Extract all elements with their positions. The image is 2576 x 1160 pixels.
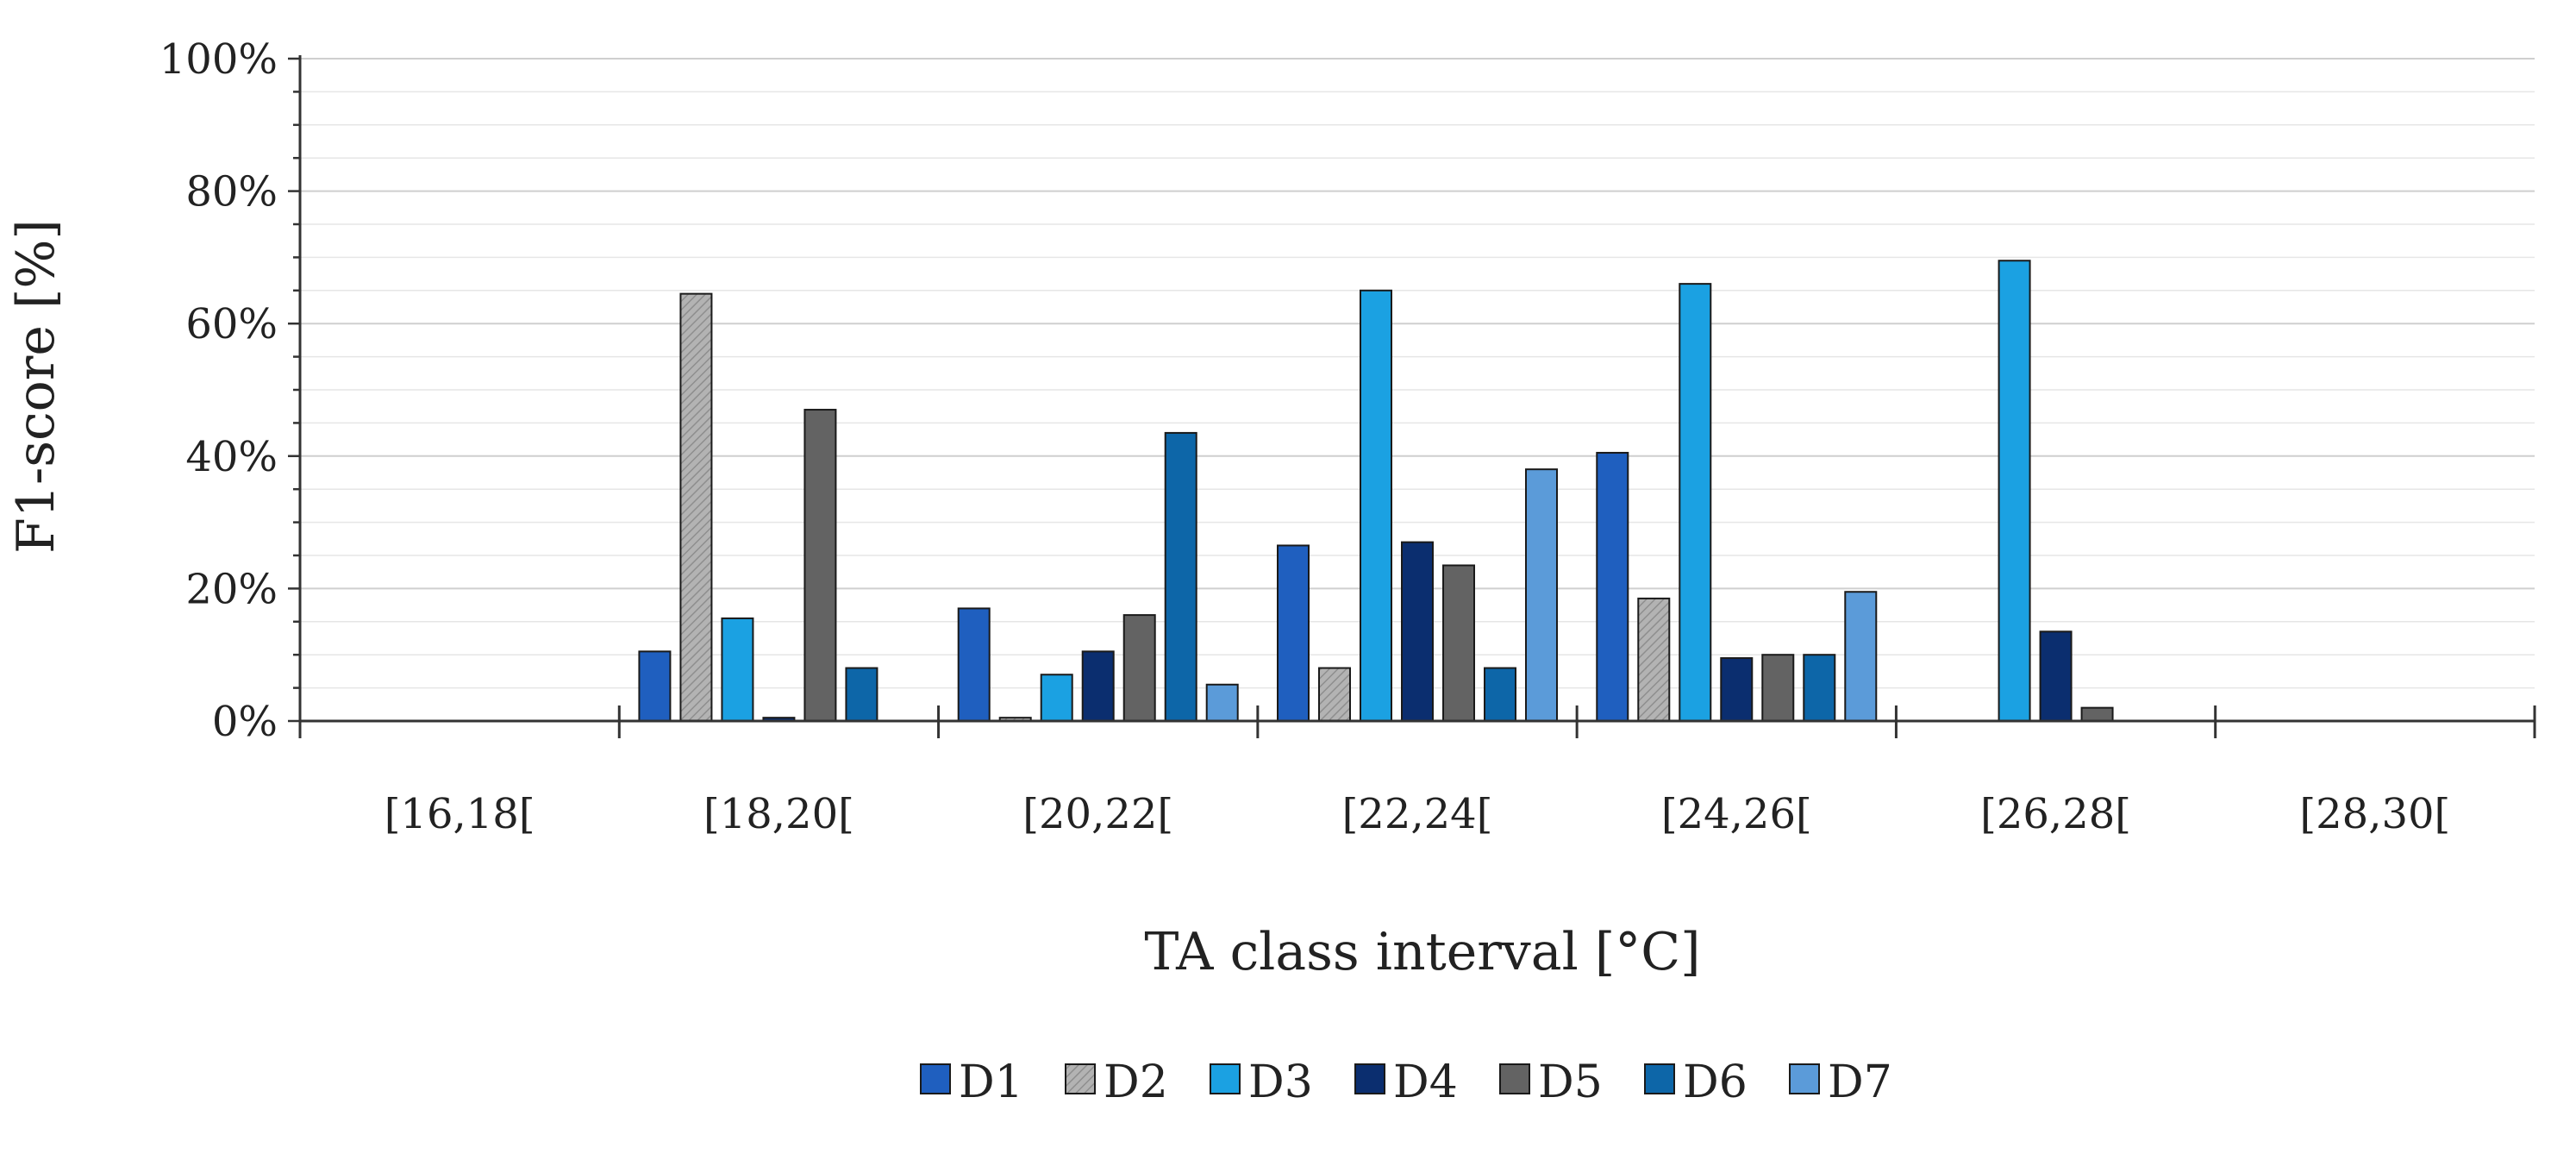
legend-swatch [1065,1063,1096,1094]
x-tick-label: [28,30[ [2299,790,2450,838]
legend-item-d6: D6 [1644,1057,1748,1108]
bar-d5-5 [1761,654,1795,723]
bar-d2-4 [1318,667,1351,722]
y-tick-label: 60% [185,300,278,348]
bar-d4-4 [1401,541,1434,723]
bar-d6-3 [1164,431,1197,722]
bar-d3-2 [721,617,754,723]
legend-label: D6 [1683,1057,1748,1108]
bar-d4-5 [1720,657,1754,722]
legend-label: D2 [1104,1057,1168,1108]
legend-item-d3: D3 [1210,1057,1313,1108]
bar-d6-4 [1484,667,1516,722]
legend-label: D5 [1538,1057,1603,1108]
bar-d4-6 [2039,630,2073,723]
legend-item-d1: D1 [920,1057,1023,1108]
x-tick-label: [26,28[ [1980,790,2131,838]
x-tick-label: [20,22[ [1022,790,1173,838]
legend-swatch [1354,1063,1385,1094]
legend-label: D7 [1828,1057,1892,1108]
x-tick-label: [24,26[ [1661,790,1812,838]
bar-d7-5 [1844,591,1878,722]
bar-d1-2 [638,650,672,722]
bar-d1-4 [1277,544,1310,722]
y-tick-label: 40% [185,433,278,481]
bar-d5-2 [803,409,837,722]
legend-item-d2: D2 [1065,1057,1168,1108]
y-tick-label: 80% [185,168,278,216]
legend-swatch [920,1063,951,1094]
legend-swatch [1499,1063,1530,1094]
bar-d1-5 [1596,451,1629,723]
bar-d6-5 [1803,654,1836,723]
x-tick-label: [18,20[ [703,790,854,838]
y-tick-label: 0% [212,698,278,746]
legend-label: D1 [959,1057,1023,1108]
x-axis-title: TA class interval [°C] [1144,922,1700,982]
bar-d3-5 [1679,283,1712,722]
bars [638,260,2114,723]
tick-labels: 0% 20% 40% 60% 80% 100% [16,18[ [18,20[ [20,22[ [… [159,35,2451,838]
bar-d5-3 [1122,614,1156,722]
x-tick-label: [16,18[ [385,790,535,838]
bar-d3-3 [1040,674,1073,722]
legend-item-d4: D4 [1354,1057,1458,1108]
y-tick-label: 100% [159,35,278,84]
bar-d1-3 [957,607,991,722]
bar-d6-2 [845,667,878,722]
bar-d7-3 [1205,683,1239,723]
legend-swatch [1789,1063,1820,1094]
bar-d5-6 [2080,706,2114,723]
bar-d3-4 [1360,289,1392,722]
bar-d5-4 [1442,564,1475,723]
gridlines [300,58,2535,689]
bar-d2-5 [1637,597,1671,722]
axes [288,55,2536,738]
legend: D1 D2 D3 D4 D5 D6 D7 [920,1057,1892,1108]
legend-swatch [1644,1063,1675,1094]
legend-label: D4 [1393,1057,1458,1108]
y-axis-title: F1-score [%] [6,219,66,554]
legend-item-d5: D5 [1499,1057,1603,1108]
bar-d4-3 [1081,650,1115,722]
bar-d2-2 [679,292,713,722]
legend-swatch [1210,1063,1241,1094]
bar-d3-6 [1998,260,2031,722]
bar-d7-4 [1525,468,1558,722]
x-tick-label: [22,24[ [1342,790,1493,838]
legend-label: D3 [1248,1057,1313,1108]
legend-item-d7: D7 [1789,1057,1892,1108]
y-tick-label: 20% [185,565,278,613]
